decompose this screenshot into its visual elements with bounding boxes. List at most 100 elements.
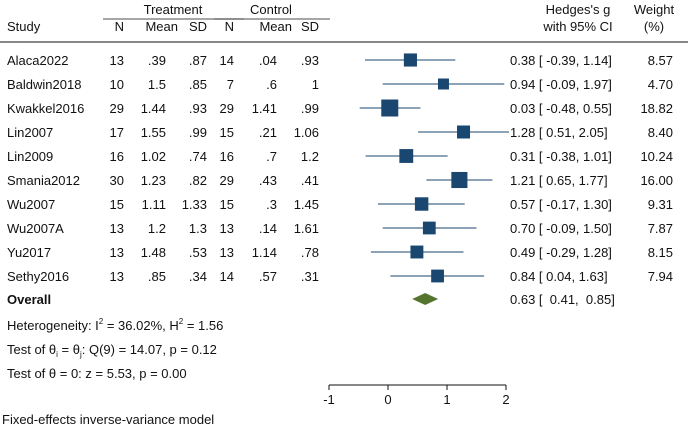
treatment-sd: .53 bbox=[189, 245, 207, 260]
control-n: 29 bbox=[220, 173, 234, 188]
effect-marker bbox=[414, 197, 429, 211]
study-name: Yu2017 bbox=[7, 245, 51, 260]
header-weight-line1: Weight bbox=[634, 2, 675, 17]
treatment-mean: 1.48 bbox=[141, 245, 166, 260]
study-name: Alaca2022 bbox=[7, 53, 68, 68]
effect-marker bbox=[403, 53, 417, 67]
header-c-mean: Mean bbox=[259, 19, 292, 34]
heterogeneity-text: Heterogeneity: I2 = 36.02%, H2 = 1.56 bbox=[7, 317, 223, 333]
control-mean: .14 bbox=[259, 221, 277, 236]
header-control: Control bbox=[250, 2, 292, 17]
effect-marker bbox=[451, 171, 468, 189]
control-mean: 1.14 bbox=[252, 245, 277, 260]
study-name: Wu2007 bbox=[7, 197, 55, 212]
table-row: Lin2009 16 1.02 .74 16 .7 1.2 0.31 [ -0.38, 1.0… bbox=[7, 149, 673, 164]
overall-label: Overall bbox=[7, 292, 51, 307]
treatment-n: 17 bbox=[110, 125, 124, 140]
control-n: 15 bbox=[220, 125, 234, 140]
control-sd: .31 bbox=[301, 269, 319, 284]
header-c-n: N bbox=[225, 19, 234, 34]
x-tick-label: -1 bbox=[323, 392, 335, 407]
effect-marker bbox=[457, 125, 471, 139]
header-c-sd: SD bbox=[301, 19, 319, 34]
weight-text: 10.24 bbox=[640, 149, 673, 164]
weight-text: 8.15 bbox=[648, 245, 673, 260]
study-name: Smania2012 bbox=[7, 173, 80, 188]
x-tick-label: 2 bbox=[502, 392, 509, 407]
x-tick-label: 1 bbox=[443, 392, 450, 407]
control-n: 13 bbox=[220, 221, 234, 236]
treatment-sd: 1.33 bbox=[182, 197, 207, 212]
control-mean: 1.41 bbox=[252, 101, 277, 116]
ci-text: 0.70 [ -0.09, 1.50] bbox=[510, 221, 612, 236]
table-row: Yu2017 13 1.48 .53 13 1.14 .78 0.49 [ -0.29, 1.… bbox=[7, 245, 673, 260]
treatment-sd: .34 bbox=[189, 269, 207, 284]
weight-text: 8.40 bbox=[648, 125, 673, 140]
study-name: Lin2009 bbox=[7, 149, 53, 164]
effect-test-text: Test of θ = 0: z = 5.53, p = 0.00 bbox=[7, 366, 187, 381]
control-sd: .99 bbox=[301, 101, 319, 116]
ci-text: 0.57 [ -0.17, 1.30] bbox=[510, 197, 612, 212]
control-n: 7 bbox=[227, 77, 234, 92]
control-sd: .41 bbox=[301, 173, 319, 188]
study-rows: Alaca2022 13 .39 .87 14 .04 .93 0.38 [ -0.39, 1… bbox=[7, 53, 673, 284]
effect-marker bbox=[431, 269, 444, 283]
control-sd: 1.61 bbox=[294, 221, 319, 236]
ci-text: 1.21 [ 0.65, 1.77] bbox=[510, 173, 608, 188]
ci-text: 0.38 [ -0.39, 1.14] bbox=[510, 53, 612, 68]
table-row: Alaca2022 13 .39 .87 14 .04 .93 0.38 [ -0.39, 1… bbox=[7, 53, 673, 68]
control-sd: 1.45 bbox=[294, 197, 319, 212]
header-t-n: N bbox=[115, 19, 124, 34]
control-n: 13 bbox=[220, 245, 234, 260]
table-row: Kwakkel2016 29 1.44 .93 29 1.41 .99 0.03 [ -0.4… bbox=[7, 99, 673, 117]
treatment-mean: .85 bbox=[148, 269, 166, 284]
treatment-n: 13 bbox=[110, 53, 124, 68]
ci-text: 0.03 [ -0.48, 0.55] bbox=[510, 101, 612, 116]
control-n: 15 bbox=[220, 197, 234, 212]
ci-text: 0.94 [ -0.09, 1.97] bbox=[510, 77, 612, 92]
treatment-mean: 1.11 bbox=[142, 197, 166, 212]
table-row: Smania2012 30 1.23 .82 29 .43 .41 1.21 [ 0.65, … bbox=[7, 171, 673, 189]
treatment-mean: 1.2 bbox=[148, 221, 166, 236]
model-footnote: Fixed-effects inverse-variance model bbox=[2, 412, 214, 427]
header-t-mean: Mean bbox=[145, 19, 178, 34]
control-mean: .7 bbox=[266, 149, 277, 164]
weight-text: 9.31 bbox=[648, 197, 673, 212]
table-row: Wu2007A 13 1.2 1.3 13 .14 1.61 0.70 [ -0.09, 1.… bbox=[7, 221, 673, 236]
effect-marker bbox=[399, 149, 414, 163]
control-mean: .04 bbox=[259, 53, 277, 68]
treatment-n: 10 bbox=[110, 77, 124, 92]
ci-text: 0.49 [ -0.29, 1.28] bbox=[510, 245, 612, 260]
control-mean: .21 bbox=[259, 125, 277, 140]
treatment-n: 16 bbox=[110, 149, 124, 164]
treatment-n: 15 bbox=[110, 197, 124, 212]
treatment-sd: .87 bbox=[189, 53, 207, 68]
treatment-mean: 1.44 bbox=[141, 101, 166, 116]
control-mean: .6 bbox=[266, 77, 277, 92]
overall-row: Overall 0.63 [ 0.41, 0.85] bbox=[7, 292, 615, 307]
treatment-n: 29 bbox=[110, 101, 124, 116]
effect-marker bbox=[410, 245, 424, 259]
header-treatment: Treatment bbox=[144, 2, 203, 17]
treatment-n: 13 bbox=[110, 221, 124, 236]
ci-text: 0.84 [ 0.04, 1.63] bbox=[510, 269, 608, 284]
control-n: 14 bbox=[220, 269, 234, 284]
weight-text: 7.87 bbox=[648, 221, 673, 236]
table-row: Baldwin2018 10 1.5 .85 7 .6 1 0.94 [ -0.09, 1.9… bbox=[7, 77, 673, 92]
treatment-sd: .99 bbox=[189, 125, 207, 140]
overall-diamond bbox=[412, 293, 439, 305]
overall-ci-text: 0.63 [ 0.41, 0.85] bbox=[510, 292, 615, 307]
treatment-n: 13 bbox=[110, 269, 124, 284]
study-name: Lin2007 bbox=[7, 125, 53, 140]
x-tick-label: 0 bbox=[384, 392, 391, 407]
study-name: Sethy2016 bbox=[7, 269, 69, 284]
effect-marker bbox=[381, 99, 399, 117]
header-t-sd: SD bbox=[189, 19, 207, 34]
control-sd: 1 bbox=[312, 77, 319, 92]
treatment-mean: .39 bbox=[148, 53, 166, 68]
control-mean: .57 bbox=[259, 269, 277, 284]
study-name: Baldwin2018 bbox=[7, 77, 81, 92]
weight-text: 8.57 bbox=[648, 53, 673, 68]
treatment-sd: .93 bbox=[189, 101, 207, 116]
effect-marker bbox=[437, 78, 449, 90]
